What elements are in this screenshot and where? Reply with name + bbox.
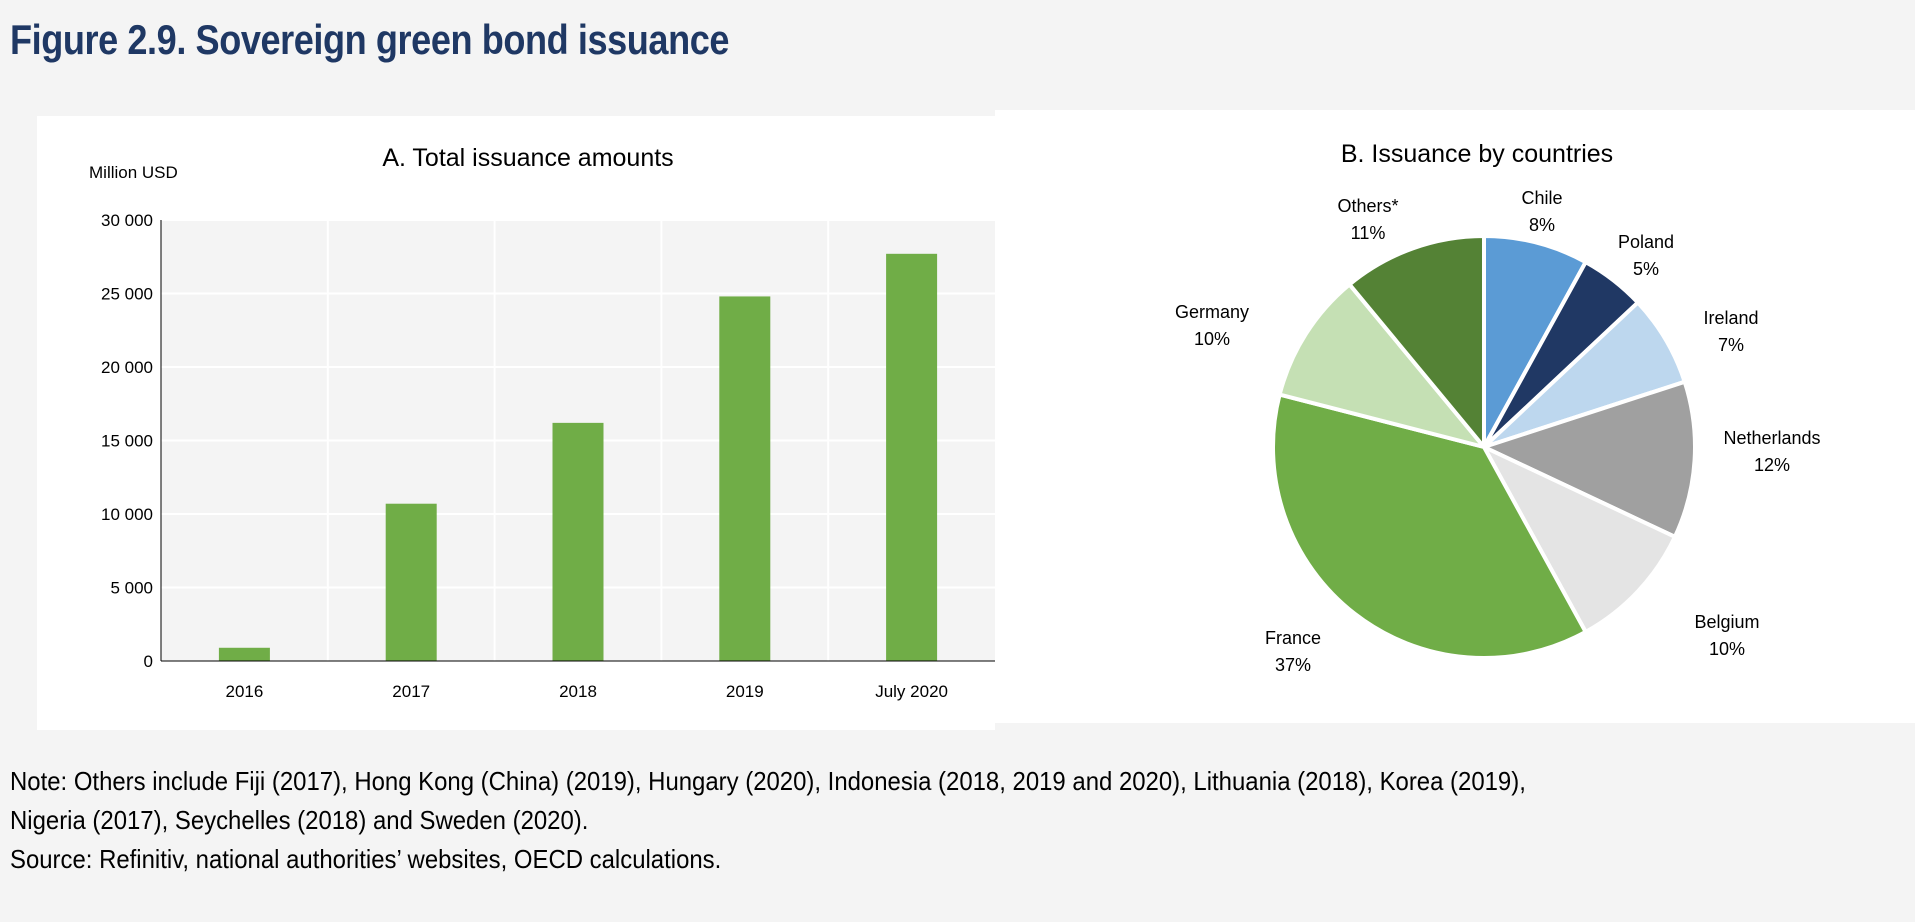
- pie-label-name: Others*: [1337, 196, 1398, 216]
- y-tick-label: 5 000: [110, 579, 153, 598]
- pie-label-percent: 11%: [1351, 223, 1386, 243]
- pie-slice-germany: [1277, 282, 1486, 449]
- pie-label-name: Poland: [1618, 232, 1674, 252]
- bar-2018: [552, 422, 604, 661]
- bar-2017: [385, 503, 437, 661]
- y-tick-label: 20 000: [101, 358, 153, 377]
- bar-2016: [218, 647, 270, 661]
- pie-slice-others: [1347, 234, 1486, 449]
- x-tick-label: 2017: [392, 682, 430, 701]
- x-tick-label: 2019: [726, 682, 764, 701]
- y-tick-label: 15 000: [101, 432, 153, 451]
- pie-label-percent: 7%: [1718, 335, 1744, 355]
- pie-label-name: France: [1265, 628, 1321, 648]
- x-tick-label: July 2020: [875, 682, 948, 701]
- pie-slice-france: [1271, 392, 1588, 660]
- pie-slice-netherlands: [1482, 379, 1697, 539]
- y-tick-label: 0: [144, 652, 153, 671]
- pie-chart-title: B. Issuance by countries: [1341, 140, 1613, 168]
- bar-2019: [719, 296, 771, 661]
- pie-slice-chile: [1482, 234, 1588, 449]
- y-tick-label: 30 000: [101, 211, 153, 230]
- y-tick-label: 25 000: [101, 285, 153, 304]
- note-line-2: Nigeria (2017), Seychelles (2018) and Sw…: [10, 805, 589, 835]
- pie-label-name: Chile: [1521, 188, 1562, 208]
- y-axis-label: Million USD: [89, 163, 178, 182]
- pie-label-name: Germany: [1175, 302, 1249, 322]
- note-line-1: Note: Others include Fiji (2017), Hong K…: [10, 766, 1526, 796]
- bar-chart-title: A. Total issuance amounts: [382, 144, 673, 172]
- pie-label-percent: 37%: [1275, 655, 1311, 675]
- pie-label-percent: 8%: [1529, 215, 1555, 235]
- pie-label-name: Netherlands: [1723, 428, 1820, 448]
- pie-label-percent: 5%: [1633, 259, 1659, 279]
- x-tick-label: 2018: [559, 682, 597, 701]
- x-tick-label: 2016: [225, 682, 263, 701]
- figure-title: Figure 2.9. Sovereign green bond issuanc…: [10, 16, 730, 63]
- bar-july-2020: [886, 253, 938, 661]
- pie-label-name: Ireland: [1703, 308, 1758, 328]
- pie-label-percent: 10%: [1194, 329, 1230, 349]
- pie-label-name: Belgium: [1694, 612, 1759, 632]
- note-line-3: Source: Refinitiv, national authorities’…: [10, 844, 722, 874]
- y-tick-label: 10 000: [101, 505, 153, 524]
- pie-label-percent: 12%: [1754, 455, 1790, 475]
- pie-slice-belgium: [1482, 445, 1677, 634]
- pie-label-percent: 10%: [1709, 639, 1745, 659]
